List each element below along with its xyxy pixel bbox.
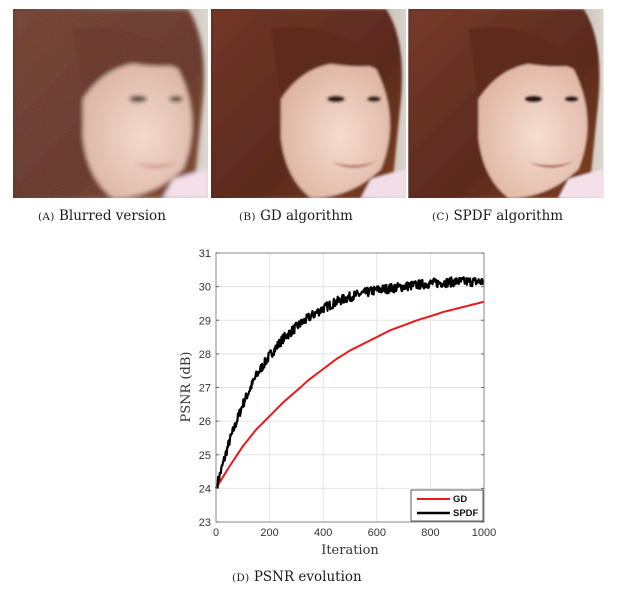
psnr-line-chart: 0 200 400 600 800 1000 23 24 25 26 27 28 29 30 31 Iter… (179, 248, 496, 558)
panel-b-image (211, 9, 406, 198)
svg-text:27: 27 (199, 383, 211, 395)
svg-text:26: 26 (199, 416, 211, 428)
svg-text:25: 25 (199, 450, 211, 462)
y-axis-label: PSNR (dB) (179, 352, 194, 423)
series-line-gd (215, 300, 485, 489)
svg-text:400: 400 (314, 527, 332, 539)
svg-text:800: 800 (421, 527, 439, 539)
legend-spdf: SPDF (453, 508, 479, 519)
chart-series (214, 276, 485, 489)
panel-c-caption: (C) SPDF algorithm (432, 208, 564, 224)
svg-text:31: 31 (199, 248, 211, 260)
svg-text:28: 28 (199, 349, 211, 361)
chart-ticks: 0 200 400 600 800 1000 23 24 25 26 27 28 29 30 31 (199, 248, 496, 539)
series-line-spdf (214, 276, 485, 489)
legend-gd: GD (453, 494, 467, 505)
svg-text:29: 29 (199, 315, 211, 327)
svg-text:1000: 1000 (472, 527, 496, 539)
psnr-chart: 0 200 400 600 800 1000 23 24 25 26 27 28 29 30 31 Iter… (170, 240, 500, 560)
svg-text:24: 24 (199, 483, 211, 495)
chart-legend: GD SPDF (410, 489, 484, 522)
face-portrait-spdf-icon (408, 9, 604, 198)
panel-d-caption: (D) PSNR evolution (232, 569, 362, 585)
face-portrait-gd-icon (211, 9, 406, 198)
panel-a-image (13, 9, 208, 198)
svg-text:0: 0 (213, 527, 219, 539)
panel-c-image (408, 9, 604, 198)
x-axis-label: Iteration (321, 543, 379, 558)
face-portrait-blurred-icon (13, 9, 208, 198)
svg-text:200: 200 (260, 527, 278, 539)
svg-text:23: 23 (199, 517, 211, 529)
svg-text:30: 30 (199, 282, 211, 294)
panel-a-caption: (A) Blurred version (38, 208, 166, 224)
svg-text:600: 600 (368, 527, 386, 539)
panel-b-caption: (B) GD algorithm (239, 208, 353, 224)
